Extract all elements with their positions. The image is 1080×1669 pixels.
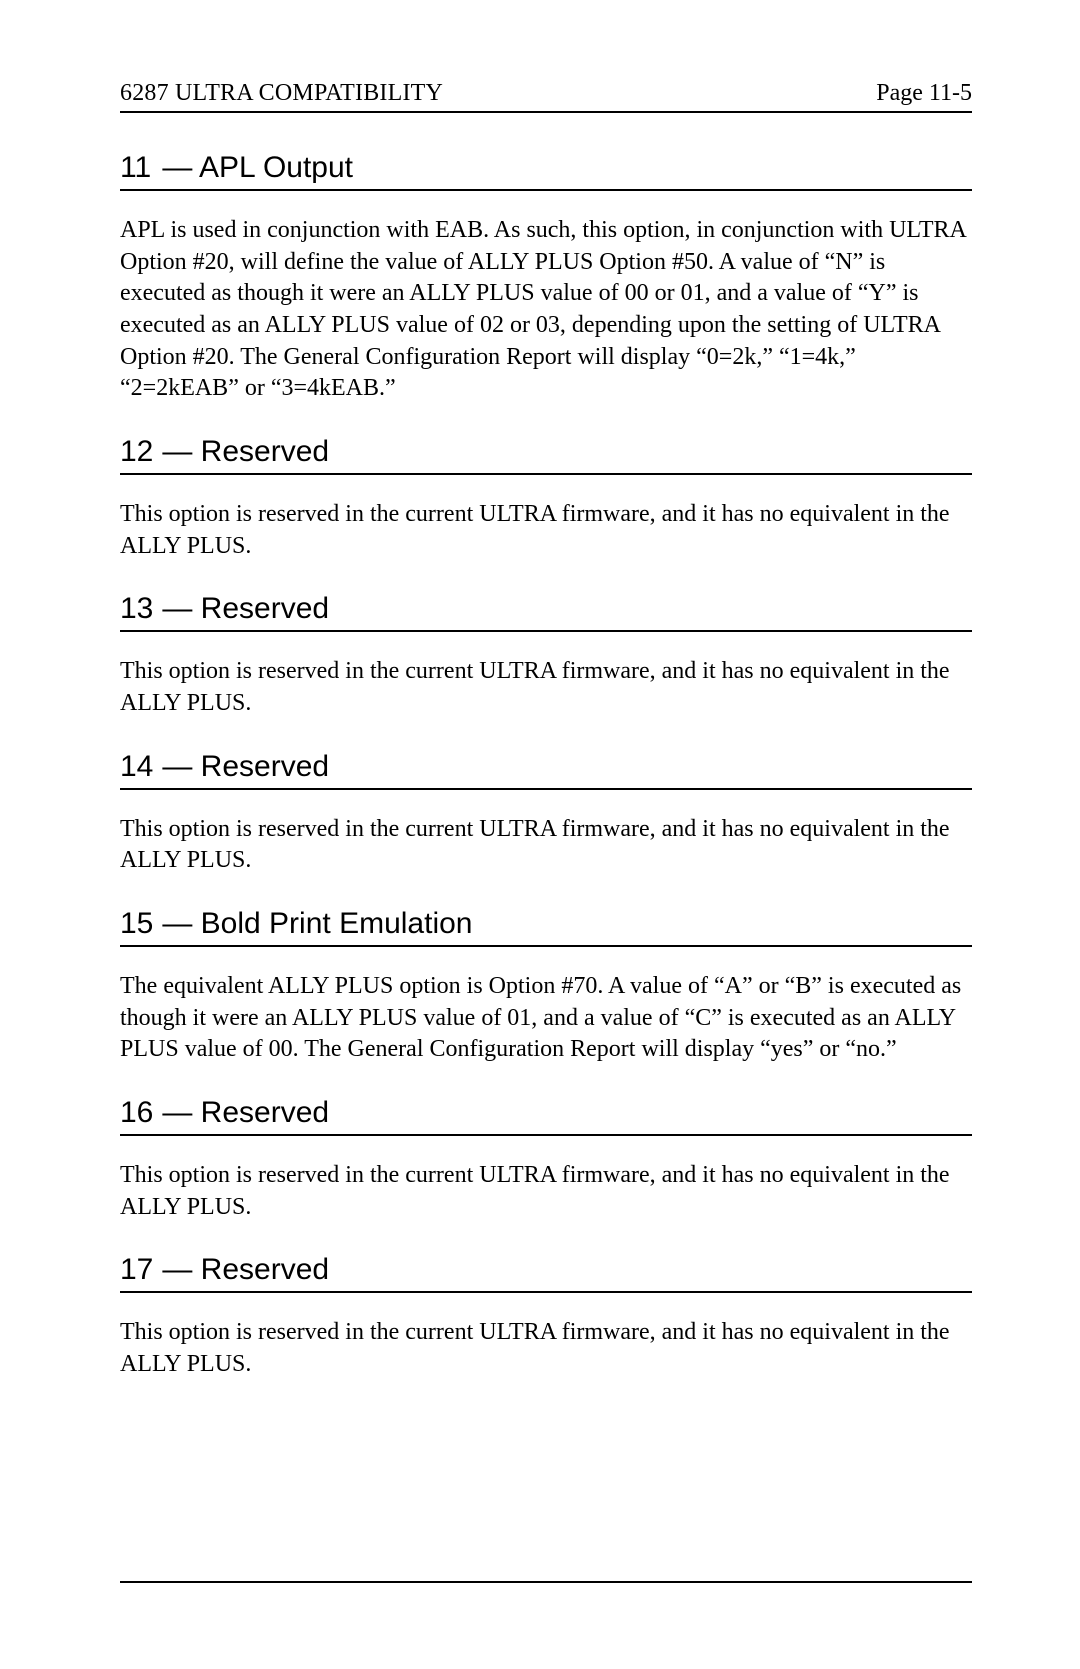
section-12: 12 — Reserved This option is reserved in…: [120, 435, 972, 562]
section-heading: 11 — APL Output: [120, 151, 972, 191]
section-body: This option is reserved in the current U…: [120, 1317, 972, 1380]
section-14: 14 — Reserved This option is reserved in…: [120, 750, 972, 877]
section-body: APL is used in conjunction with EAB. As …: [120, 215, 972, 405]
section-number: 11: [120, 151, 154, 185]
section-name: APL Output: [199, 151, 353, 184]
header-title: 6287 ULTRA COMPATIBILITY: [120, 80, 443, 107]
section-16: 16 — Reserved This option is reserved in…: [120, 1096, 972, 1223]
section-heading: 17 — Reserved: [120, 1253, 972, 1293]
section-number: 15: [120, 907, 154, 941]
section-number: 12: [120, 435, 154, 469]
section-name: Reserved: [201, 750, 329, 783]
section-name: Reserved: [201, 1096, 329, 1129]
section-name: Reserved: [201, 592, 329, 625]
section-heading: 16 — Reserved: [120, 1096, 972, 1136]
section-body: This option is reserved in the current U…: [120, 499, 972, 562]
section-number: 17: [120, 1253, 154, 1287]
section-number: 13: [120, 592, 154, 626]
section-13: 13 — Reserved This option is reserved in…: [120, 592, 972, 719]
section-17: 17 — Reserved This option is reserved in…: [120, 1253, 972, 1380]
header-page-number: Page 11-5: [876, 80, 972, 107]
section-name: Reserved: [201, 1253, 329, 1286]
section-11: 11 — APL Output APL is used in conjuncti…: [120, 151, 972, 405]
section-number: 16: [120, 1096, 154, 1130]
section-heading: 12 — Reserved: [120, 435, 972, 475]
section-body: This option is reserved in the current U…: [120, 656, 972, 719]
running-header: 6287 ULTRA COMPATIBILITY Page 11-5: [120, 80, 972, 113]
footer-rule: [120, 1581, 972, 1583]
section-name: Reserved: [201, 435, 329, 468]
section-body: The equivalent ALLY PLUS option is Optio…: [120, 971, 972, 1066]
section-15: 15 — Bold Print Emulation The equivalent…: [120, 907, 972, 1066]
section-number: 14: [120, 750, 154, 784]
section-heading: 14 — Reserved: [120, 750, 972, 790]
section-heading: 13 — Reserved: [120, 592, 972, 632]
section-body: This option is reserved in the current U…: [120, 814, 972, 877]
section-body: This option is reserved in the current U…: [120, 1160, 972, 1223]
section-name: Bold Print Emulation: [201, 907, 473, 940]
section-heading: 15 — Bold Print Emulation: [120, 907, 972, 947]
document-page: 6287 ULTRA COMPATIBILITY Page 11-5 11 — …: [0, 0, 1080, 1669]
